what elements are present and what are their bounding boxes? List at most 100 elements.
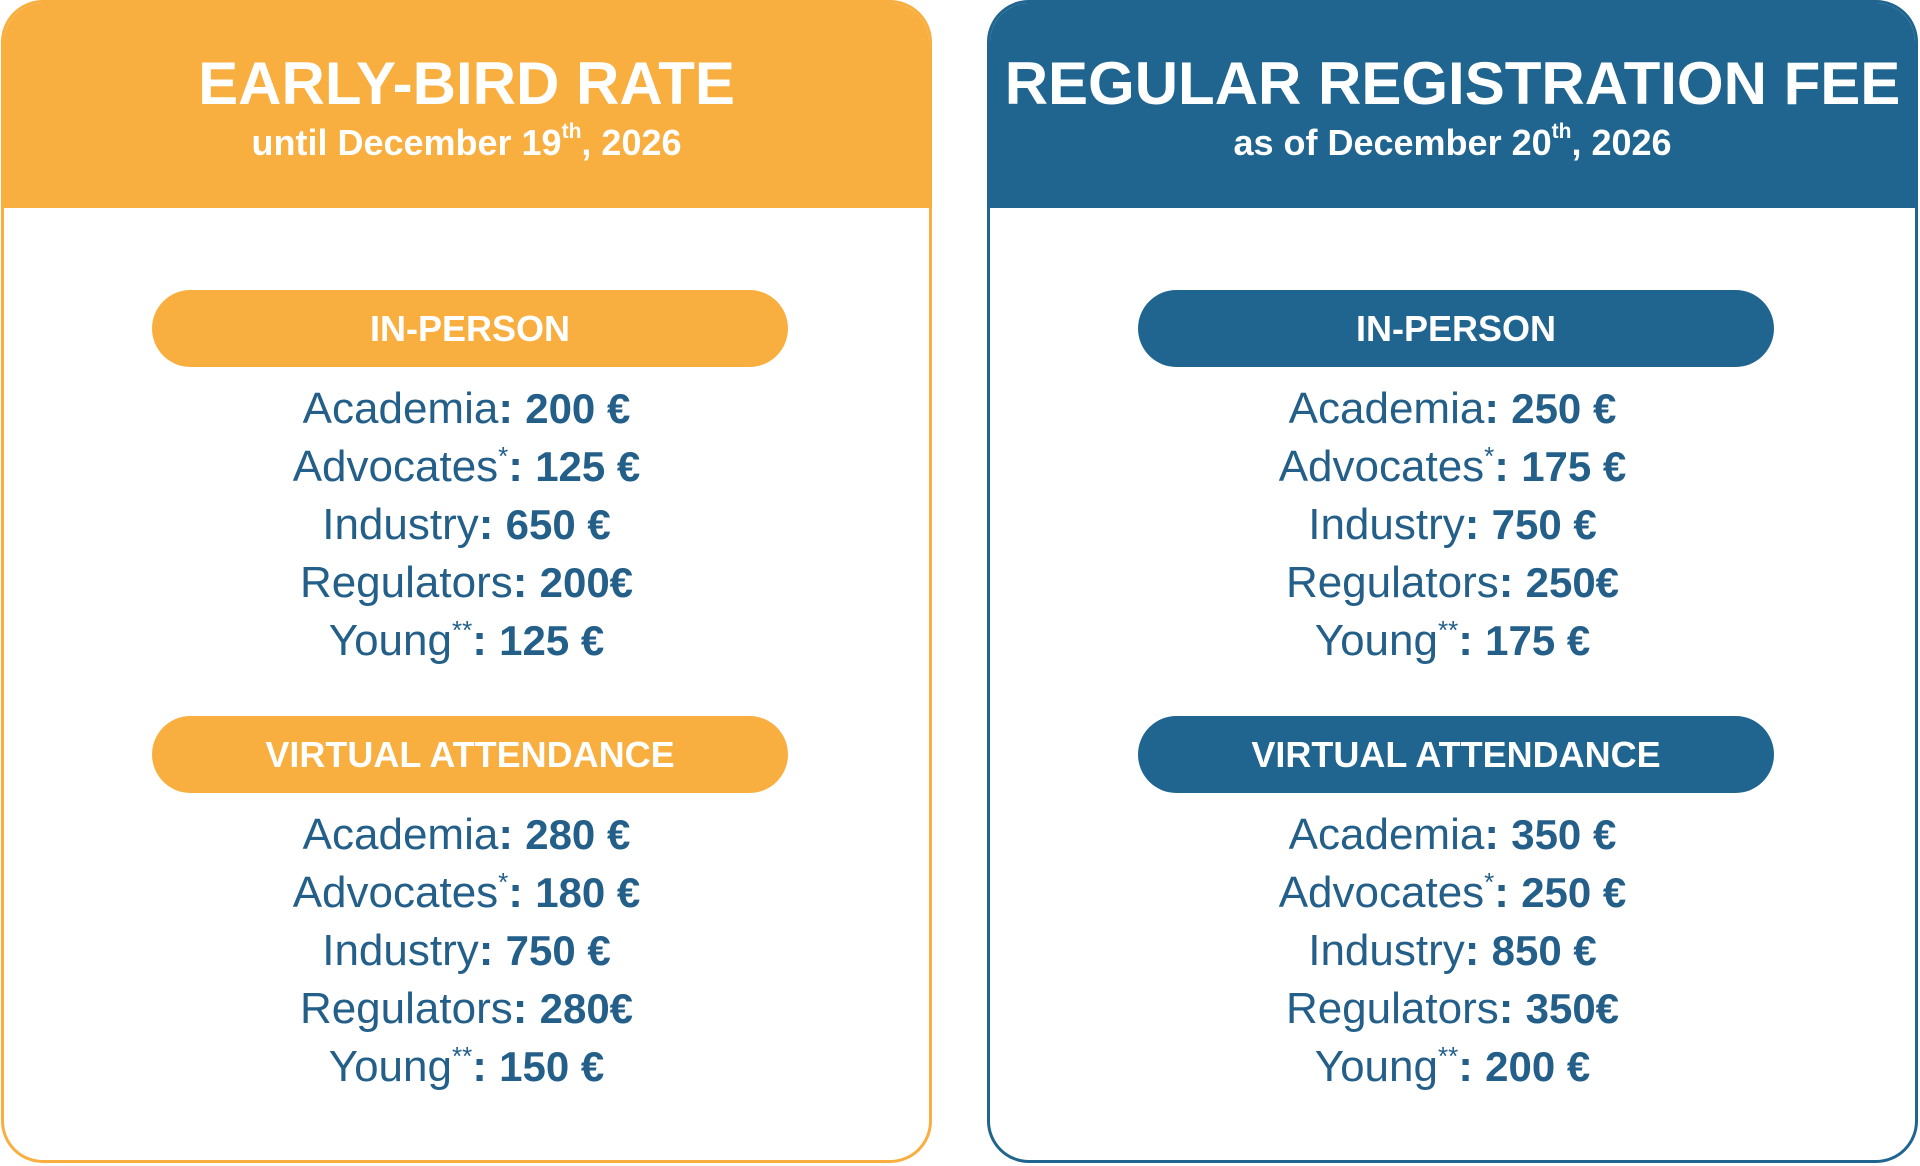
regular-virtual-prices: Academia: 350 € Advocates*: 250 € Indust… [990,806,1915,1096]
price-row-regulators: Regulators: 350€ [990,980,1915,1038]
price-amount: 125 € [499,617,605,664]
category-label: Academia [1288,384,1485,433]
category-label: Advocates [1278,442,1485,491]
price-row-advocates: Advocates*: 250 € [990,864,1915,922]
early-bird-virtual-label: VIRTUAL ATTENDANCE [152,716,788,793]
price-row-academia: Academia: 250 € [990,380,1915,438]
price-row-young: Young**: 175 € [990,612,1915,670]
separator: : [1498,558,1526,607]
category-label: Young [1314,616,1438,665]
category-label: Academia [302,810,499,859]
price-row-industry: Industry: 750 € [4,922,929,980]
early-bird-deadline-year: , 2026 [581,122,682,163]
early-bird-deadline: until December 19th, 2026 [4,121,929,165]
separator: : [1484,384,1512,433]
separator: : [498,810,526,859]
price-amount: 280 € [525,811,631,858]
separator: : [1464,500,1492,549]
category-label: Industry [1308,500,1465,549]
category-label: Advocates [1278,868,1485,917]
category-label: Regulators [299,558,513,607]
early-bird-virtual-prices: Academia: 280 € Advocates*: 180 € Indust… [4,806,929,1096]
price-row-academia: Academia: 200 € [4,380,929,438]
category-label: Academia [302,384,499,433]
category-label: Regulators [1285,984,1499,1033]
early-bird-in-person-label: IN-PERSON [152,290,788,367]
category-label: Advocates [292,868,499,917]
regular-in-person-label: IN-PERSON [1138,290,1774,367]
price-row-regulators: Regulators: 200€ [4,554,929,612]
footnote-mark: ** [451,615,473,645]
footnote-mark: ** [451,1041,473,1071]
early-bird-in-person-prices: Academia: 200 € Advocates*: 125 € Indust… [4,380,929,670]
separator: : [1498,984,1526,1033]
separator: : [508,868,536,917]
early-bird-card: EARLY-BIRD RATE until December 19th, 202… [1,0,932,1163]
price-row-regulators: Regulators: 250€ [990,554,1915,612]
footnote-mark: ** [1437,1041,1459,1071]
price-amount: 200 € [525,385,631,432]
regular-fee-header: REGULAR REGISTRATION FEE as of December … [990,3,1915,208]
price-amount: 200 € [1485,1043,1591,1090]
separator: : [478,926,506,975]
price-amount: 125 € [535,443,641,490]
separator: : [512,558,540,607]
separator: : [512,984,540,1033]
category-label: Regulators [1285,558,1499,607]
footnote-mark: * [498,867,509,897]
regular-fee-start-ordinal: th [1551,120,1572,143]
separator: : [1484,810,1512,859]
category-label: Academia [1288,810,1485,859]
separator: : [478,500,506,549]
category-label: Young [328,616,452,665]
price-amount: 250 € [1521,869,1627,916]
price-amount: 350€ [1525,985,1620,1032]
early-bird-deadline-ordinal: th [561,120,582,143]
regular-fee-card: REGULAR REGISTRATION FEE as of December … [987,0,1918,1163]
price-row-regulators: Regulators: 280€ [4,980,929,1038]
price-amount: 280€ [539,985,634,1032]
separator: : [1458,616,1486,665]
separator: : [1458,1042,1486,1091]
separator: : [1494,868,1522,917]
regular-fee-start-year: , 2026 [1571,122,1672,163]
price-amount: 250 € [1511,385,1617,432]
category-label: Industry [1308,926,1465,975]
price-row-academia: Academia: 350 € [990,806,1915,864]
price-row-industry: Industry: 750 € [990,496,1915,554]
price-amount: 175 € [1521,443,1627,490]
price-row-industry: Industry: 850 € [990,922,1915,980]
price-amount: 200€ [539,559,634,606]
category-label: Young [328,1042,452,1091]
category-label: Industry [322,926,479,975]
regular-fee-start-date: as of December 20 [1233,122,1552,163]
price-amount: 250€ [1525,559,1620,606]
price-amount: 750 € [505,927,611,974]
price-row-young: Young**: 200 € [990,1038,1915,1096]
separator: : [472,616,500,665]
footnote-mark: * [1484,441,1495,471]
price-row-young: Young**: 150 € [4,1038,929,1096]
category-label: Advocates [292,442,499,491]
early-bird-deadline-date: until December 19 [251,122,562,163]
regular-in-person-prices: Academia: 250 € Advocates*: 175 € Indust… [990,380,1915,670]
price-row-industry: Industry: 650 € [4,496,929,554]
price-amount: 350 € [1511,811,1617,858]
price-row-advocates: Advocates*: 175 € [990,438,1915,496]
category-label: Industry [322,500,479,549]
price-row-advocates: Advocates*: 125 € [4,438,929,496]
footnote-mark: * [498,441,509,471]
price-row-young: Young**: 125 € [4,612,929,670]
price-amount: 850 € [1491,927,1597,974]
price-amount: 750 € [1491,501,1597,548]
separator: : [498,384,526,433]
separator: : [472,1042,500,1091]
footnote-mark: ** [1437,615,1459,645]
early-bird-header: EARLY-BIRD RATE until December 19th, 202… [4,3,929,208]
regular-fee-start: as of December 20th, 2026 [990,121,1915,165]
category-label: Regulators [299,984,513,1033]
regular-fee-title: REGULAR REGISTRATION FEE [1004,50,1901,117]
early-bird-title: EARLY-BIRD RATE [198,50,735,117]
price-amount: 150 € [499,1043,605,1090]
separator: : [508,442,536,491]
